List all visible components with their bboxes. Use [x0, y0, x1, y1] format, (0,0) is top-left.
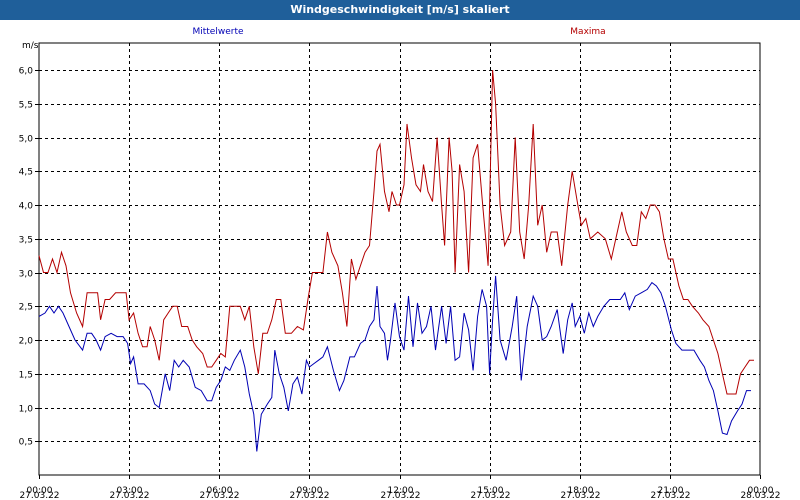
x-tick-date: 28.03.22	[740, 491, 780, 500]
x-tick-date: 27.03.22	[19, 491, 59, 500]
legend-maxima: Maxima	[570, 27, 605, 37]
y-tick-label: 1,0	[19, 405, 34, 415]
y-tick-label: 3,5	[19, 236, 33, 246]
x-tick-time: 00:00	[27, 486, 53, 496]
y-tick-label: 5,0	[19, 135, 34, 145]
x-tick-time: 12:00	[388, 486, 414, 496]
x-tick-date: 27.03.22	[109, 491, 149, 500]
y-tick-label: 5,5	[19, 101, 33, 111]
x-tick-time: 03:00	[117, 486, 143, 496]
series-line-maxima	[38, 69, 754, 395]
plot-frame	[38, 42, 761, 476]
y-tick-label: 6,0	[19, 67, 34, 77]
grid	[39, 43, 760, 475]
y-tick-label: 4,0	[19, 202, 34, 212]
y-axis: 0,5 1,0 1,5 2,0 2,5 3,0 3,5 4,0 4,5 5,0 5,5 6,0	[19, 67, 39, 448]
y-axis-label: m/s	[22, 41, 39, 51]
x-tick-date: 27.03.22	[199, 491, 239, 500]
y-tick-label: 3,0	[19, 270, 34, 280]
x-tick-date: 27.03.22	[289, 491, 329, 500]
x-tick-date: 27.03.22	[560, 491, 600, 500]
window-title: Windgeschwindigkeit [m/s] skaliert	[0, 0, 800, 20]
x-tick-time: 18:00	[568, 486, 594, 496]
y-tick-label: 0,5	[19, 438, 33, 448]
x-tick-date: 27.03.22	[470, 491, 510, 500]
series-line-mittelwerte	[38, 275, 751, 452]
x-tick-time: 15:00	[478, 486, 504, 496]
x-tick-date: 27.03.22	[380, 491, 420, 500]
y-tick-label: 2,5	[19, 303, 33, 313]
y-tick-label: 4,5	[19, 168, 33, 178]
x-tick-time: 21:00	[658, 486, 684, 496]
wind-speed-chart: 0,5 1,0 1,5 2,0 2,5 3,0 3,5 4,0 4,5 5,0 5,5 6,0 00:…	[19, 27, 781, 500]
x-tick-time: 09:00	[297, 486, 323, 496]
series-lines	[38, 69, 754, 452]
y-tick-label: 1,5	[19, 371, 33, 381]
legend-mittelwerte: Mittelwerte	[192, 27, 243, 37]
y-tick-label: 2,0	[19, 337, 34, 347]
x-tick-time: 00:00	[748, 486, 774, 496]
x-tick-date: 27.03.22	[650, 491, 690, 500]
x-tick-time: 06:00	[207, 486, 233, 496]
